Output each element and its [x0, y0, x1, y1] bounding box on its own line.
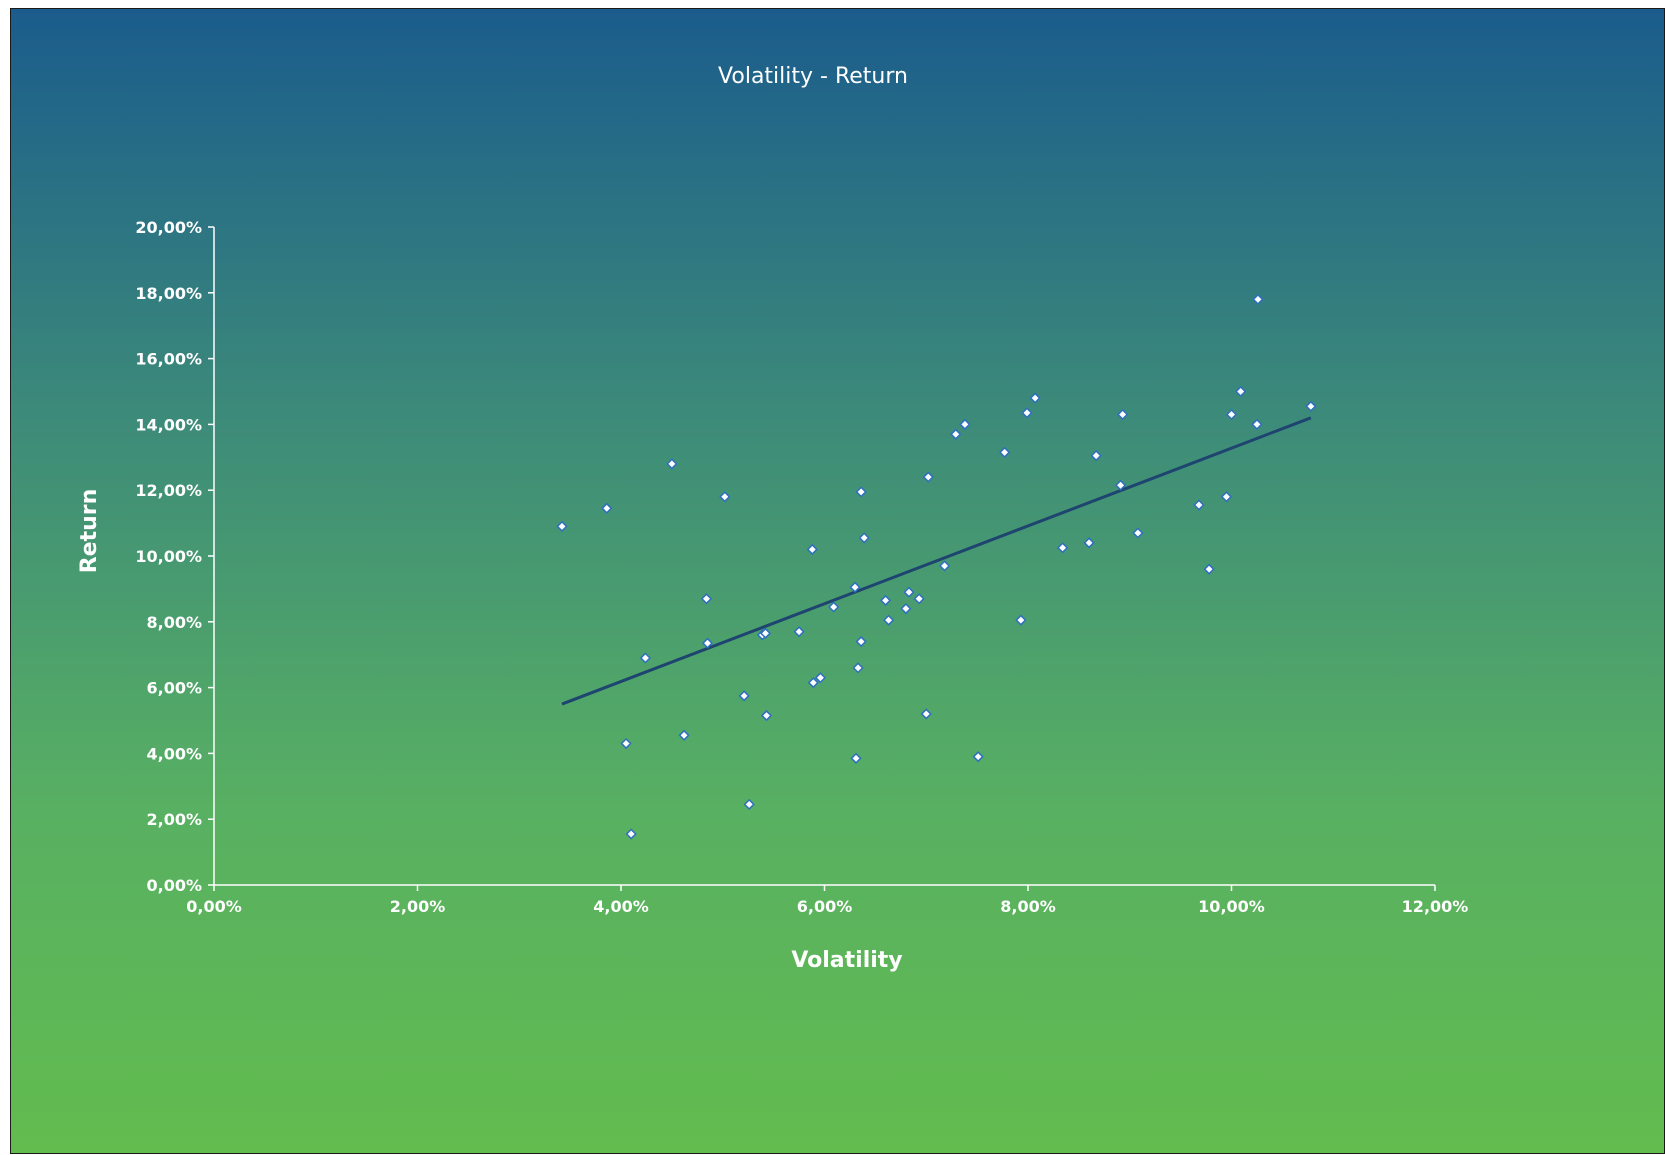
data-point — [1235, 385, 1247, 398]
data-point — [1252, 293, 1264, 305]
data-point — [883, 614, 895, 626]
data-point — [852, 662, 864, 674]
y-tick-label: 0,00% — [146, 876, 202, 895]
data-point — [1117, 408, 1129, 421]
x-tick-label: 2,00% — [390, 897, 446, 916]
data-point — [828, 601, 840, 613]
data-point — [855, 635, 867, 648]
data-point — [900, 603, 912, 615]
data-point — [950, 428, 962, 440]
data-point — [1015, 614, 1027, 626]
data-point — [1057, 542, 1069, 554]
x-tick-label: 8,00% — [1000, 897, 1056, 916]
data-point — [1251, 418, 1263, 430]
x-tick-label: 12,00% — [1402, 897, 1469, 916]
chart-title: Volatility - Return — [718, 64, 908, 89]
data-point — [855, 486, 867, 498]
data-points — [556, 293, 1317, 840]
data-point — [903, 586, 915, 598]
x-axis-title: Volatility — [791, 948, 902, 973]
x-tick-label: 4,00% — [593, 897, 649, 916]
y-tick-label: 20,00% — [135, 218, 202, 237]
data-point — [913, 593, 925, 605]
data-point — [972, 751, 984, 763]
data-point — [879, 594, 892, 606]
y-axis-title: Return — [77, 489, 102, 574]
scatter-chart: Volatility - Return Volatility Return 0,… — [77, 64, 1468, 973]
data-point — [678, 729, 690, 741]
data-point — [1193, 499, 1205, 511]
chart-area: Volatility - Return Volatility Return 0,… — [10, 8, 1665, 1154]
y-tick-label: 8,00% — [146, 613, 202, 632]
data-point — [806, 543, 818, 555]
data-point — [858, 532, 870, 544]
data-point — [959, 418, 971, 430]
data-point — [939, 560, 951, 572]
data-point — [743, 798, 755, 810]
data-point — [700, 593, 713, 605]
y-tick-label: 14,00% — [135, 415, 202, 434]
x-tick-label: 0,00% — [186, 897, 242, 916]
x-tick-label: 6,00% — [797, 897, 853, 916]
y-tick-label: 4,00% — [146, 744, 202, 763]
data-point — [920, 708, 932, 720]
y-tick-label: 2,00% — [146, 810, 202, 829]
data-point — [1115, 479, 1127, 491]
data-point — [760, 710, 773, 722]
data-point — [666, 458, 678, 470]
data-point — [922, 471, 934, 483]
data-point — [850, 752, 862, 764]
x-tick-label: 10,00% — [1198, 897, 1265, 916]
data-point — [1220, 491, 1232, 503]
data-point — [738, 690, 750, 702]
data-point — [1029, 392, 1041, 404]
y-axis-ticks: 0,00% 2,00% 4,00% 6,00% 8,00% 10,00% 12,00% 14,… — [135, 218, 214, 895]
data-point — [793, 626, 805, 638]
y-tick-label: 10,00% — [135, 547, 202, 566]
data-point — [1225, 408, 1238, 421]
data-point — [556, 520, 568, 532]
data-point — [601, 502, 613, 514]
y-tick-label: 16,00% — [135, 350, 202, 369]
data-point — [625, 828, 637, 840]
data-point — [1203, 563, 1215, 575]
data-point — [1305, 400, 1317, 412]
data-point — [814, 672, 826, 684]
y-tick-label: 18,00% — [135, 284, 202, 303]
data-point — [759, 627, 772, 639]
data-point — [1090, 450, 1102, 462]
x-axis-ticks: 0,00% 2,00% 4,00% 6,00% 8,00% 10,00% 12,00% — [186, 885, 1468, 916]
trendline — [561, 416, 1312, 706]
data-point — [1021, 407, 1033, 419]
data-point — [701, 637, 714, 649]
data-point — [807, 677, 819, 689]
data-point — [1083, 537, 1095, 549]
data-point — [1132, 527, 1144, 539]
data-point — [639, 652, 651, 664]
data-point — [849, 581, 861, 593]
y-tick-label: 6,00% — [146, 679, 202, 698]
data-point — [999, 446, 1011, 458]
y-tick-label: 12,00% — [135, 481, 202, 500]
data-point — [719, 491, 731, 503]
data-point — [620, 737, 632, 750]
